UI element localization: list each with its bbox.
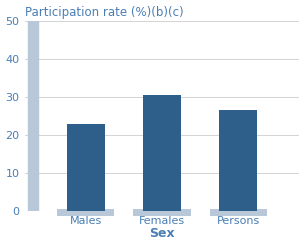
Bar [143, 95, 181, 211]
Bar [133, 209, 191, 216]
Text: Participation rate (%)(b)(c): Participation rate (%)(b)(c) [24, 6, 183, 18]
X-axis label: Sex: Sex [149, 228, 175, 240]
Bar [28, 21, 38, 211]
Bar [219, 110, 257, 211]
Bar [66, 124, 105, 211]
Bar [57, 209, 114, 216]
Bar [210, 209, 267, 216]
